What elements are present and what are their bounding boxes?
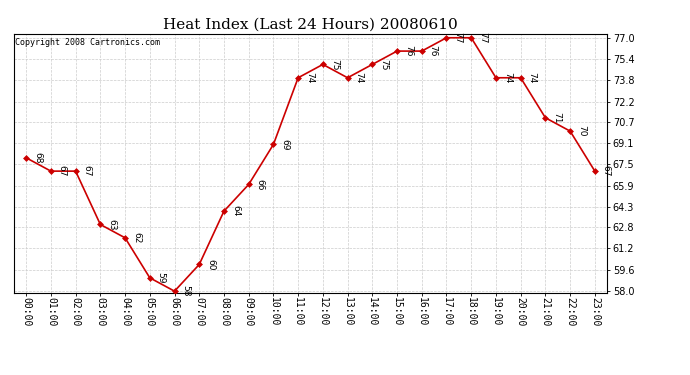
Text: 77: 77 — [453, 32, 462, 44]
Text: 69: 69 — [280, 139, 289, 150]
Text: 74: 74 — [355, 72, 364, 84]
Text: 74: 74 — [503, 72, 512, 84]
Text: 74: 74 — [528, 72, 537, 84]
Text: 60: 60 — [206, 259, 215, 270]
Text: 74: 74 — [305, 72, 314, 84]
Text: 75: 75 — [380, 58, 388, 70]
Text: 67: 67 — [602, 165, 611, 177]
Text: 64: 64 — [231, 206, 240, 217]
Text: 77: 77 — [478, 32, 487, 44]
Text: 67: 67 — [83, 165, 92, 177]
Text: 63: 63 — [107, 219, 117, 230]
Title: Heat Index (Last 24 Hours) 20080610: Heat Index (Last 24 Hours) 20080610 — [163, 17, 458, 31]
Text: 76: 76 — [404, 45, 413, 57]
Text: Copyright 2008 Cartronics.com: Copyright 2008 Cartronics.com — [15, 38, 160, 46]
Text: 58: 58 — [181, 285, 190, 297]
Text: 67: 67 — [58, 165, 67, 177]
Text: 68: 68 — [33, 152, 42, 164]
Text: 62: 62 — [132, 232, 141, 243]
Text: 76: 76 — [428, 45, 437, 57]
Text: 59: 59 — [157, 272, 166, 284]
Text: 66: 66 — [255, 179, 265, 190]
Text: 71: 71 — [552, 112, 562, 123]
Text: 70: 70 — [577, 125, 586, 137]
Text: 75: 75 — [330, 58, 339, 70]
